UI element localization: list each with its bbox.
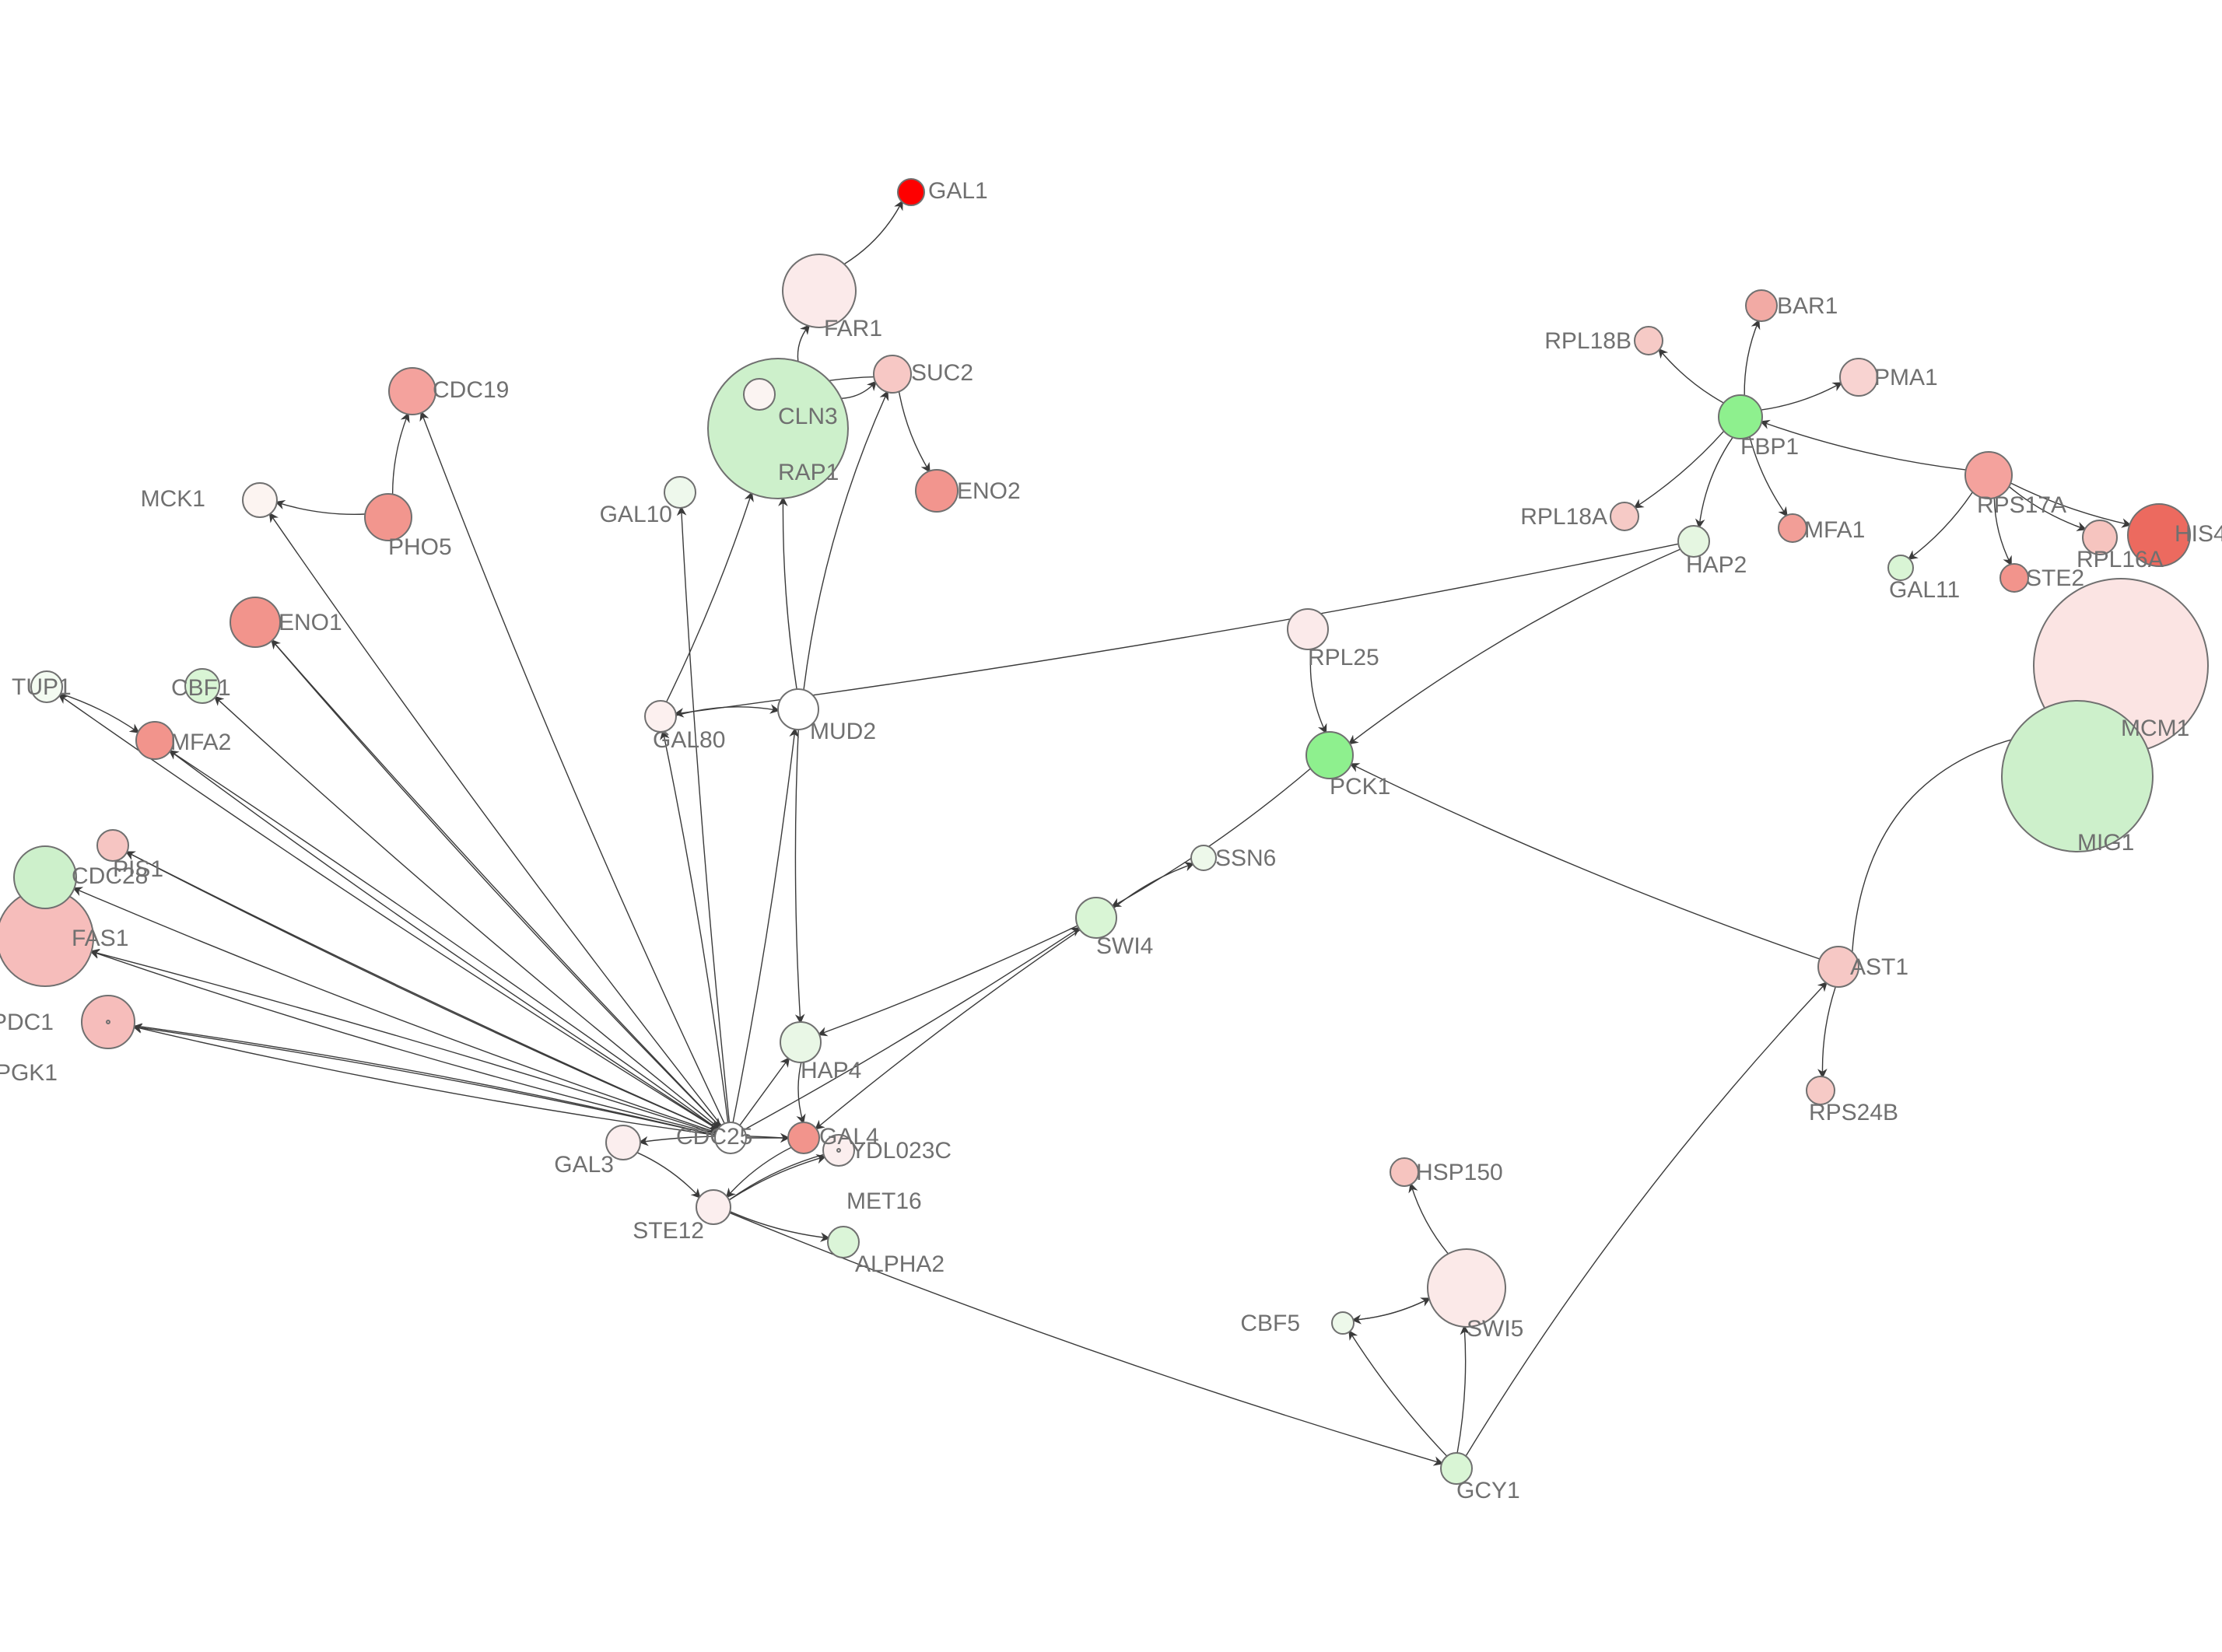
svg-text:PDC1: PDC1 <box>0 1010 54 1035</box>
svg-text:BAR1: BAR1 <box>1777 293 1838 319</box>
svg-text:RPL18A: RPL18A <box>1520 504 1607 530</box>
svg-text:ENO1: ENO1 <box>279 610 342 635</box>
svg-text:ALPHA2: ALPHA2 <box>855 1251 945 1277</box>
svg-text:YDL023C: YDL023C <box>850 1138 952 1164</box>
svg-text:PGK1: PGK1 <box>0 1060 58 1086</box>
svg-text:RPL18B: RPL18B <box>1544 328 1631 354</box>
svg-text:GCY1: GCY1 <box>1456 1478 1520 1503</box>
svg-text:GAL3: GAL3 <box>554 1152 614 1178</box>
svg-text:RAP1: RAP1 <box>778 460 839 485</box>
svg-text:PHO5: PHO5 <box>388 534 452 560</box>
svg-text:RPS17A: RPS17A <box>1977 492 2066 518</box>
svg-text:HIS4: HIS4 <box>2175 521 2222 547</box>
svg-text:HAP4: HAP4 <box>801 1058 861 1083</box>
svg-text:MCK1: MCK1 <box>141 486 205 512</box>
svg-text:CBF5: CBF5 <box>1240 1311 1300 1336</box>
svg-text:FBP1: FBP1 <box>1740 434 1799 460</box>
svg-text:CLN3: CLN3 <box>778 404 838 429</box>
svg-text:AST1: AST1 <box>1850 954 1908 980</box>
svg-text:CBF1: CBF1 <box>171 675 231 701</box>
svg-text:GAL11: GAL11 <box>1889 577 1960 603</box>
svg-text:MFA1: MFA1 <box>1804 517 1865 543</box>
svg-text:CDC28: CDC28 <box>72 863 148 889</box>
svg-text:SWI5: SWI5 <box>1467 1316 1523 1342</box>
svg-text:GAL80: GAL80 <box>653 727 725 753</box>
svg-text:SUC2: SUC2 <box>911 360 973 386</box>
svg-text:ENO2: ENO2 <box>957 478 1021 504</box>
svg-text:MUD2: MUD2 <box>810 719 876 744</box>
svg-text:STE12: STE12 <box>633 1218 704 1244</box>
svg-text:CDC19: CDC19 <box>433 377 509 403</box>
svg-text:RPL25: RPL25 <box>1308 645 1379 670</box>
svg-text:FAR1: FAR1 <box>824 316 882 341</box>
svg-text:FAS1: FAS1 <box>72 926 128 951</box>
svg-text:RPL16A: RPL16A <box>2077 547 2164 572</box>
svg-text:TUP1: TUP1 <box>12 674 72 700</box>
svg-text:SWI4: SWI4 <box>1096 933 1153 959</box>
svg-text:MET16: MET16 <box>846 1188 922 1214</box>
svg-text:STE2: STE2 <box>2026 565 2084 591</box>
svg-text:PCK1: PCK1 <box>1330 774 1390 800</box>
svg-text:PMA1: PMA1 <box>1874 365 1938 390</box>
svg-text:MIG1: MIG1 <box>2077 830 2134 856</box>
svg-text:RPS24B: RPS24B <box>1809 1100 1898 1125</box>
svg-text:HAP2: HAP2 <box>1686 552 1747 578</box>
svg-text:GAL10: GAL10 <box>600 502 672 527</box>
svg-text:SSN6: SSN6 <box>1215 845 1276 871</box>
svg-text:CDC25: CDC25 <box>676 1124 752 1150</box>
svg-text:MCM1: MCM1 <box>2121 716 2189 741</box>
svg-text:MFA2: MFA2 <box>170 730 231 755</box>
svg-text:HSP150: HSP150 <box>1416 1160 1503 1185</box>
svg-text:GAL1: GAL1 <box>928 178 988 204</box>
